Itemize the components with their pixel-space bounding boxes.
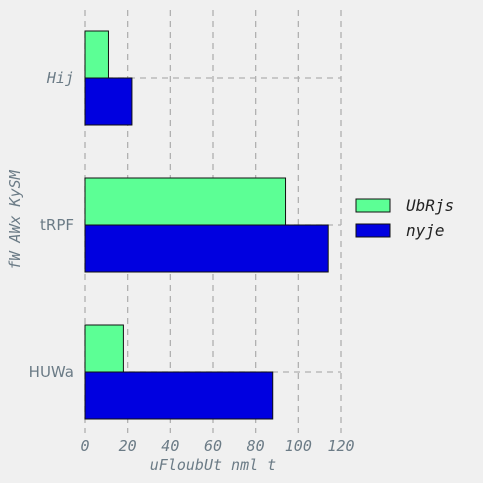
y-axis-title: fW AWx KySM: [6, 169, 24, 269]
x-tick-label: 40: [161, 437, 179, 455]
bar-nyje-tRPF: [85, 225, 328, 272]
y-category-label: Hij: [46, 69, 74, 87]
bar-nyje-Hij: [85, 78, 132, 125]
x-tick-label: 0: [80, 437, 89, 455]
x-tick-label: 20: [119, 437, 137, 455]
bar-nyje-HUWa: [85, 372, 273, 419]
legend-label: UbRjs: [406, 196, 454, 215]
x-tick-label: 80: [247, 437, 265, 455]
legend-label: nyje: [406, 221, 445, 240]
bar-UbRjs-Hij: [85, 31, 108, 78]
x-tick-label: 60: [204, 437, 222, 455]
bar-UbRjs-HUWa: [85, 325, 123, 372]
x-axis-title: uFloubUt nml t: [150, 456, 276, 474]
y-category-label: HUWa: [29, 363, 74, 381]
legend-swatch-UbRjs: [356, 199, 390, 212]
legend-swatch-nyje: [356, 224, 390, 237]
x-tick-label: 120: [327, 437, 354, 455]
x-tick-label: 100: [285, 437, 312, 455]
bar-UbRjs-tRPF: [85, 178, 286, 225]
y-category-label: tRPF: [40, 216, 74, 234]
